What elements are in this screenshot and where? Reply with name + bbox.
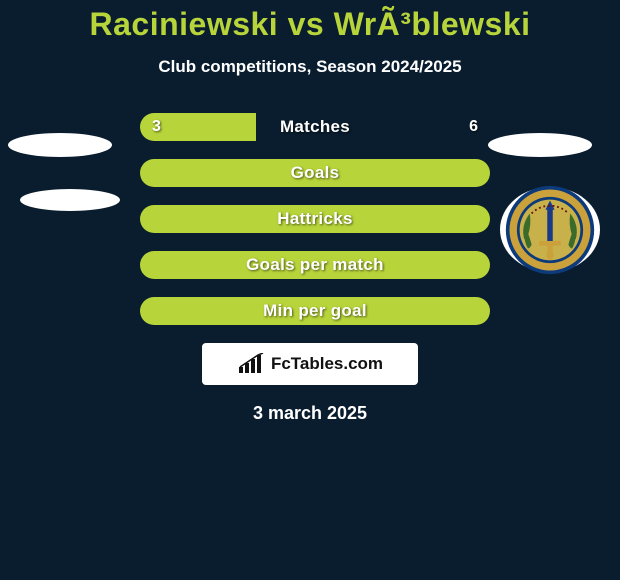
- page-title: Raciniewski vs WrÃ³blewski: [0, 6, 620, 43]
- stat-row: Hattricks: [140, 205, 490, 233]
- stat-value-right: 6: [469, 113, 478, 141]
- stat-label: Hattricks: [140, 205, 490, 233]
- subtitle: Club competitions, Season 2024/2025: [0, 57, 620, 77]
- stat-label: Min per goal: [140, 297, 490, 325]
- stat-row: Goals: [140, 159, 490, 187]
- stat-label: Goals per match: [140, 251, 490, 279]
- comparison-card: Raciniewski vs WrÃ³blewski Club competit…: [0, 0, 620, 580]
- right-player-photo: [488, 133, 592, 157]
- stat-row: Goals per match: [140, 251, 490, 279]
- right-club-badge: [500, 187, 600, 272]
- stat-row: Min per goal: [140, 297, 490, 325]
- left-club-badge: [20, 189, 120, 211]
- stat-label: Matches: [140, 113, 490, 141]
- bars-area: Matches3 6 Goals Hattricks Goals per match Mi…: [0, 113, 620, 325]
- stat-label: Goals: [140, 159, 490, 187]
- left-player-photo: [8, 133, 112, 157]
- stat-value-left: 3: [152, 113, 161, 141]
- attribution-badge: FcTables.com: [202, 343, 418, 385]
- stat-row: Matches3 6: [140, 113, 490, 141]
- fctables-icon: [237, 353, 265, 375]
- attribution-text: FcTables.com: [271, 354, 383, 374]
- date-text: 3 march 2025: [0, 403, 620, 424]
- club-crest-icon: [504, 184, 596, 276]
